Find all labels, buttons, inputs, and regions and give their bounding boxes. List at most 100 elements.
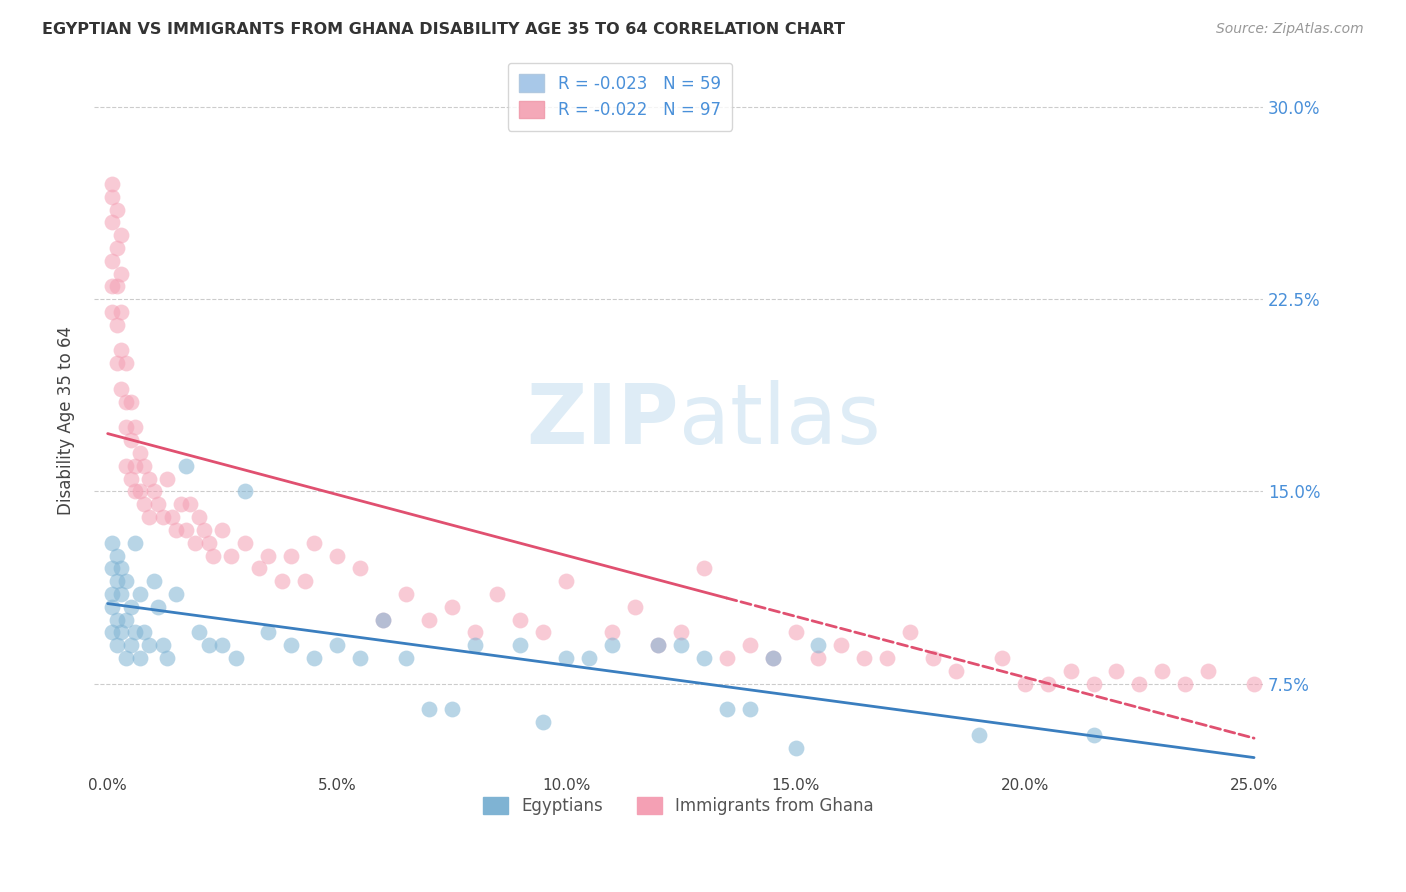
Point bbox=[101, 279, 124, 293]
Point bbox=[669, 625, 692, 640]
Point bbox=[197, 638, 219, 652]
Point bbox=[128, 651, 150, 665]
Point bbox=[160, 510, 183, 524]
Point bbox=[115, 651, 138, 665]
Point bbox=[578, 651, 600, 665]
Point bbox=[110, 228, 132, 243]
Point bbox=[509, 638, 531, 652]
Point bbox=[693, 561, 716, 575]
Point bbox=[120, 638, 142, 652]
Point bbox=[486, 587, 509, 601]
Point bbox=[624, 599, 647, 614]
Point bbox=[271, 574, 294, 589]
Point bbox=[188, 510, 211, 524]
Point bbox=[120, 433, 142, 447]
Point bbox=[101, 305, 124, 319]
Point bbox=[128, 484, 150, 499]
Point bbox=[124, 420, 146, 434]
Point bbox=[156, 651, 179, 665]
Point bbox=[110, 587, 132, 601]
Point bbox=[395, 651, 418, 665]
Legend: Egyptians, Immigrants from Ghana: Egyptians, Immigrants from Ghana bbox=[474, 787, 884, 825]
Point bbox=[115, 458, 138, 473]
Point bbox=[120, 599, 142, 614]
Point bbox=[807, 638, 830, 652]
Point bbox=[101, 253, 124, 268]
Point bbox=[693, 651, 716, 665]
Y-axis label: Disability Age 35 to 64: Disability Age 35 to 64 bbox=[58, 326, 75, 516]
Point bbox=[152, 510, 174, 524]
Point bbox=[174, 458, 197, 473]
Point bbox=[1312, 676, 1334, 690]
Point bbox=[233, 484, 256, 499]
Point bbox=[1105, 664, 1128, 678]
Point bbox=[738, 638, 761, 652]
Point bbox=[1152, 664, 1174, 678]
Point bbox=[302, 651, 325, 665]
Point bbox=[991, 651, 1014, 665]
Point bbox=[785, 740, 807, 755]
Point bbox=[188, 625, 211, 640]
Point bbox=[1083, 676, 1105, 690]
Text: ZIP: ZIP bbox=[526, 381, 679, 461]
Point bbox=[105, 638, 128, 652]
Point bbox=[1014, 676, 1036, 690]
Point bbox=[101, 215, 124, 229]
Point bbox=[418, 613, 440, 627]
Point bbox=[197, 535, 219, 549]
Point bbox=[395, 587, 418, 601]
Point bbox=[1334, 664, 1357, 678]
Point bbox=[555, 651, 578, 665]
Point bbox=[110, 343, 132, 358]
Point bbox=[1083, 728, 1105, 742]
Point bbox=[898, 625, 921, 640]
Point bbox=[531, 625, 554, 640]
Point bbox=[1381, 664, 1403, 678]
Point bbox=[166, 587, 188, 601]
Point bbox=[531, 715, 554, 730]
Point bbox=[1243, 676, 1265, 690]
Point bbox=[146, 599, 169, 614]
Point bbox=[142, 484, 165, 499]
Point bbox=[184, 535, 207, 549]
Point bbox=[101, 587, 124, 601]
Point bbox=[110, 305, 132, 319]
Point bbox=[830, 638, 852, 652]
Point bbox=[876, 651, 898, 665]
Point bbox=[105, 574, 128, 589]
Point bbox=[211, 638, 233, 652]
Point bbox=[440, 702, 463, 716]
Point bbox=[101, 189, 124, 203]
Point bbox=[555, 574, 578, 589]
Point bbox=[716, 702, 738, 716]
Point bbox=[110, 561, 132, 575]
Point bbox=[110, 267, 132, 281]
Point bbox=[138, 638, 160, 652]
Point bbox=[105, 318, 128, 332]
Point bbox=[1174, 676, 1197, 690]
Point bbox=[166, 523, 188, 537]
Point bbox=[371, 613, 394, 627]
Point bbox=[134, 625, 156, 640]
Point bbox=[853, 651, 876, 665]
Point bbox=[326, 549, 349, 563]
Text: atlas: atlas bbox=[679, 381, 880, 461]
Point bbox=[221, 549, 243, 563]
Point bbox=[294, 574, 316, 589]
Point bbox=[647, 638, 669, 652]
Point bbox=[110, 382, 132, 396]
Point bbox=[463, 625, 485, 640]
Point bbox=[945, 664, 967, 678]
Point bbox=[115, 356, 138, 370]
Point bbox=[349, 651, 371, 665]
Point bbox=[225, 651, 247, 665]
Point bbox=[105, 241, 128, 255]
Point bbox=[124, 458, 146, 473]
Point bbox=[124, 535, 146, 549]
Point bbox=[371, 613, 394, 627]
Point bbox=[134, 497, 156, 511]
Point bbox=[124, 484, 146, 499]
Point bbox=[105, 549, 128, 563]
Point bbox=[101, 625, 124, 640]
Point bbox=[247, 561, 270, 575]
